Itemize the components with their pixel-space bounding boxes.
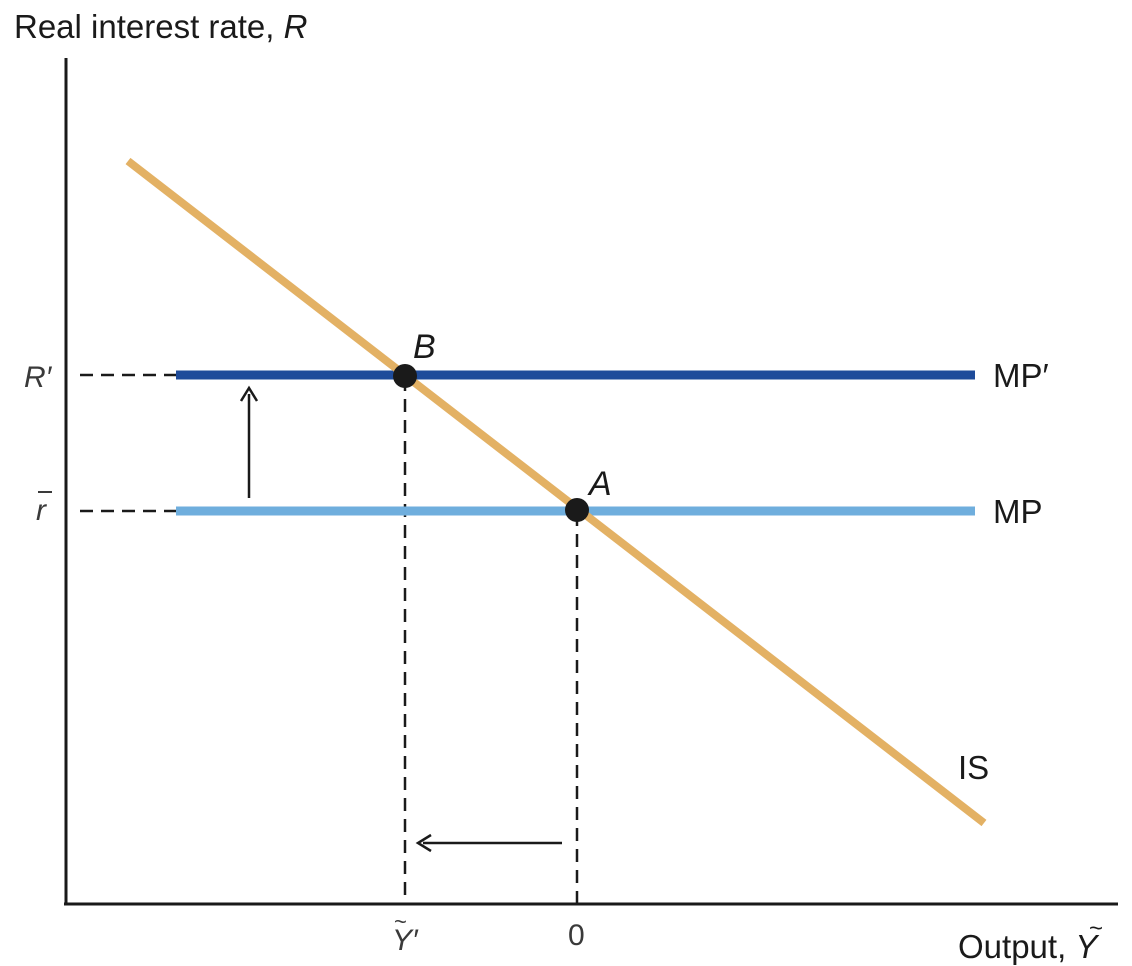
y-tick-r-prime: R′: [24, 361, 53, 394]
point-a-label: A: [587, 465, 612, 503]
output-left-arrowhead: [415, 833, 432, 853]
point-b: [393, 364, 417, 388]
x-tick-y-prime-tilde: ~: [394, 909, 407, 934]
x-axis-symbol: Y: [1075, 928, 1099, 965]
y-tick-r-bar: r: [36, 494, 47, 527]
is-curve: [125, 157, 987, 827]
point-a: [565, 498, 589, 522]
mp-prime-label: MP′: [993, 357, 1049, 394]
y-axis-title: Real interest rate, R: [14, 8, 307, 45]
shift-up-arrowhead: [239, 385, 259, 402]
x-axis-title: Output, Y: [958, 928, 1099, 965]
x-tick-zero: 0: [568, 919, 585, 952]
mp-label: MP: [993, 493, 1043, 530]
point-b-label: B: [413, 328, 436, 366]
y-axis-symbol: R: [284, 8, 308, 45]
is-label: IS: [958, 749, 989, 786]
x-tick-y-prime: Y′: [392, 924, 419, 957]
x-axis-symbol-tilde: ~: [1089, 915, 1103, 942]
